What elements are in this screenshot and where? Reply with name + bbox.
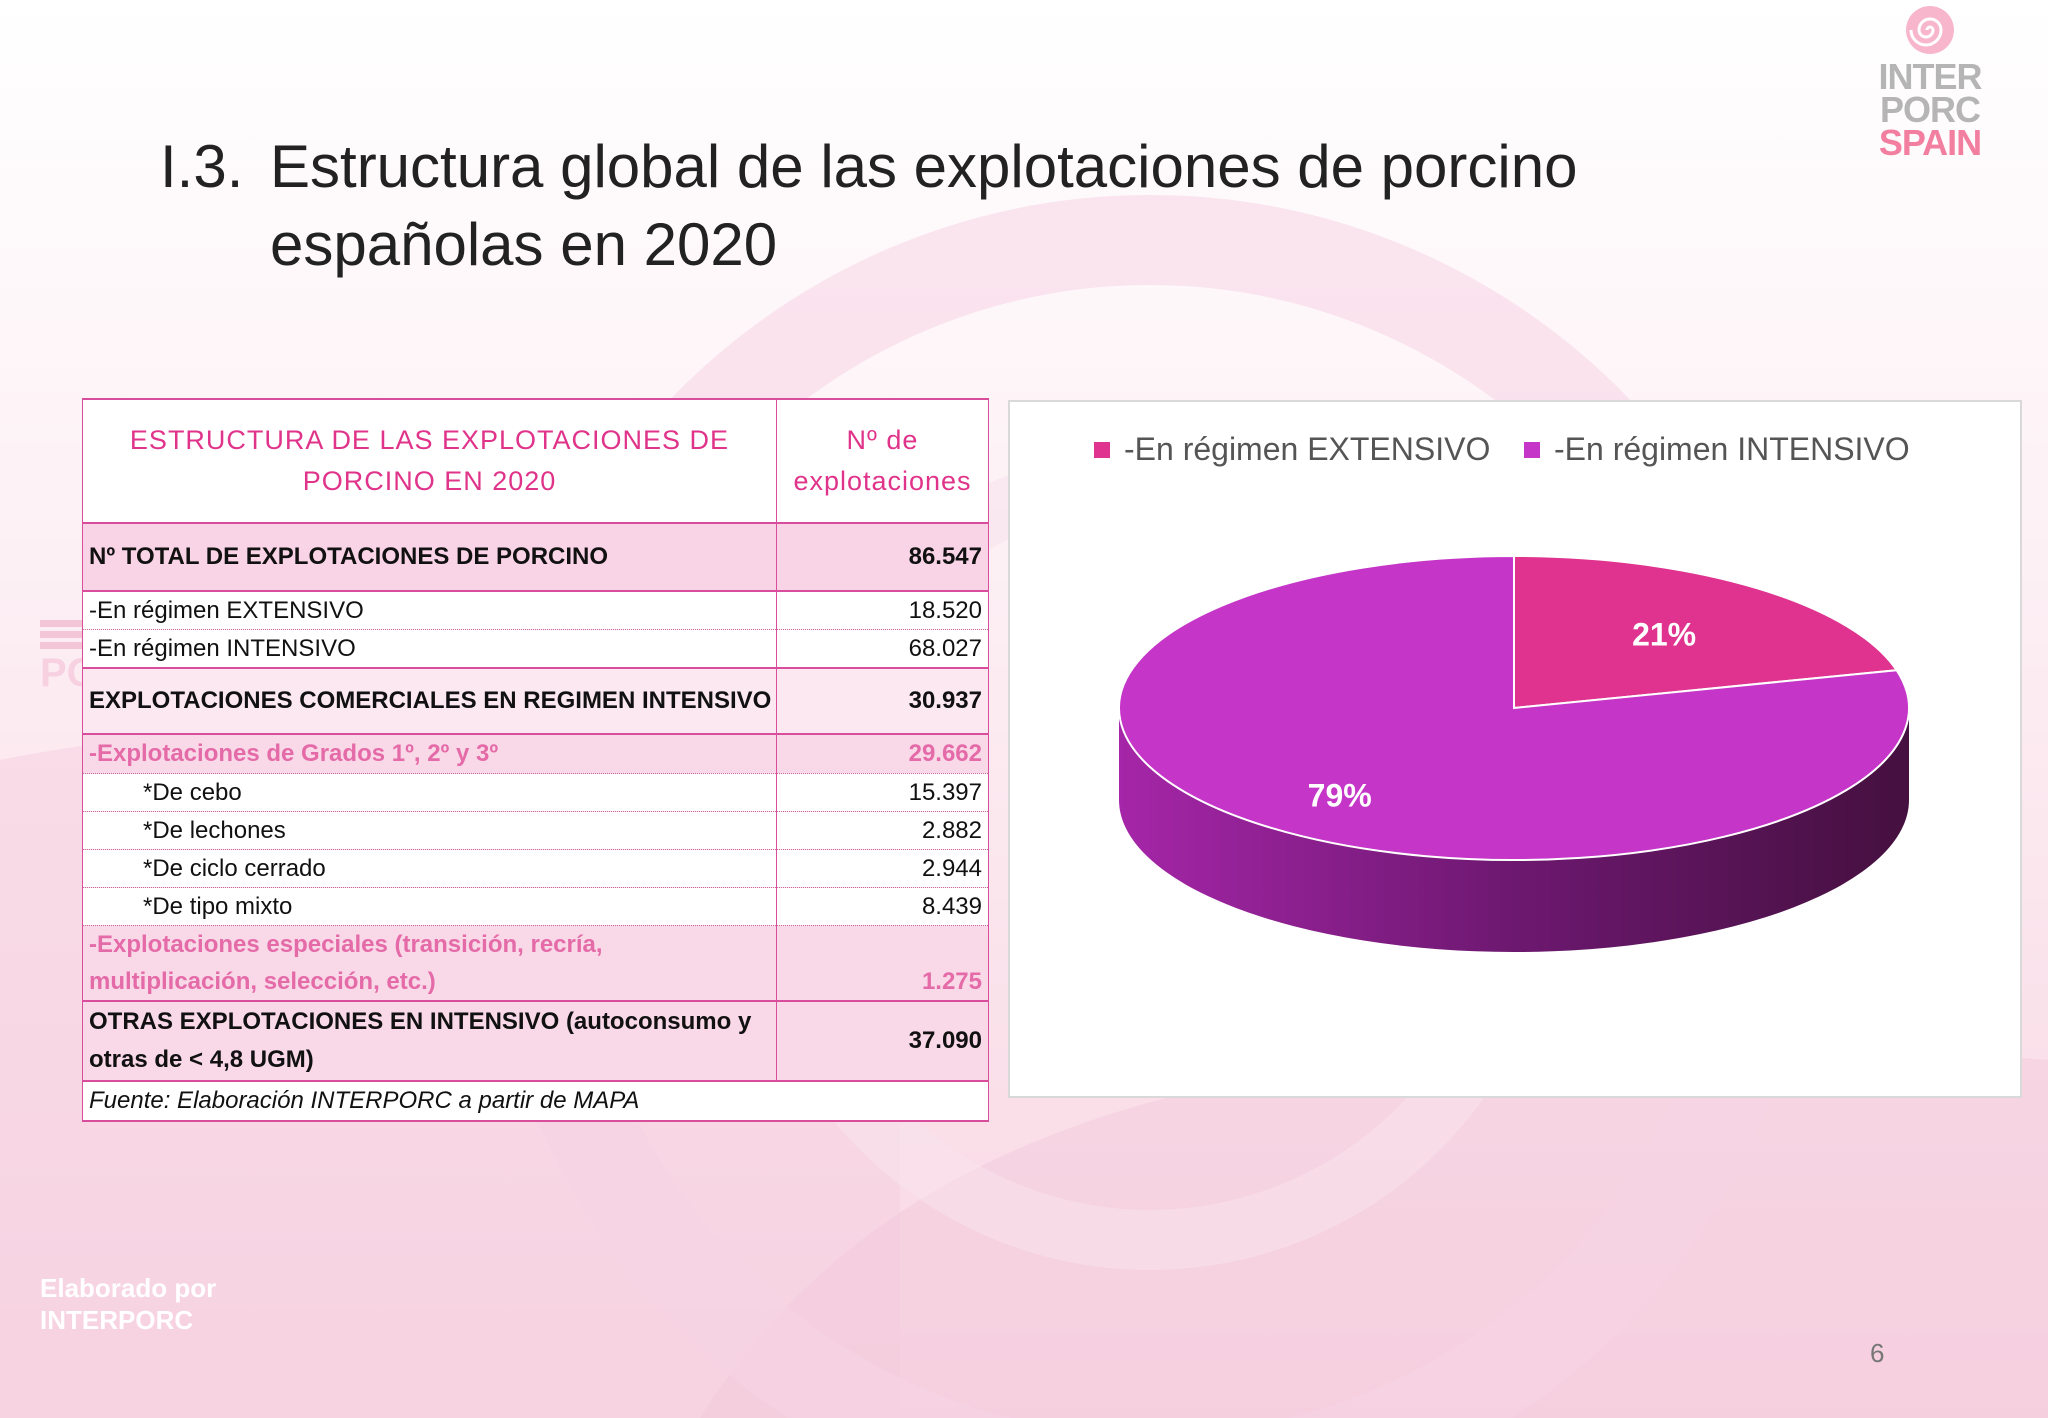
row-value: 2.882 xyxy=(776,811,989,850)
legend-item: -En régimen EXTENSIVO xyxy=(1094,431,1490,467)
table-row: -Explotaciones de Grados 1º, 2º y 3º 29.… xyxy=(82,734,989,774)
pie-data-label: 79% xyxy=(1308,777,1372,813)
row-value: 1.275 xyxy=(776,925,989,1002)
logo-word-porc: PORC xyxy=(1879,89,1981,130)
row-label: Nº TOTAL DE EXPLOTACIONES DE PORCINO xyxy=(82,522,777,592)
table-row: OTRAS EXPLOTACIONES EN INTENSIVO (autoco… xyxy=(82,1001,989,1082)
legend-swatch xyxy=(1524,442,1540,458)
row-label: *De cebo xyxy=(82,773,777,812)
table-row: *De tipo mixto 8.439 xyxy=(82,887,989,926)
spiral-icon xyxy=(1906,6,1954,54)
row-value: 8.439 xyxy=(776,887,989,926)
table-row: *De lechones 2.882 xyxy=(82,811,989,850)
table-row: *De ciclo cerrado 2.944 xyxy=(82,849,989,888)
legend-swatch xyxy=(1094,442,1110,458)
legend-item: -En régimen INTENSIVO xyxy=(1524,431,1910,467)
footer-line-1: Elaborado por xyxy=(40,1273,217,1303)
row-label: OTRAS EXPLOTACIONES EN INTENSIVO (autoco… xyxy=(82,1001,777,1082)
header-value: Nº de explotaciones xyxy=(776,398,989,524)
table-source: Fuente: Elaboración INTERPORC a partir d… xyxy=(82,1081,989,1122)
header-label: ESTRUCTURA DE LAS EXPLOTACIONES DE PORCI… xyxy=(82,398,777,524)
table-source-row: Fuente: Elaboración INTERPORC a partir d… xyxy=(82,1081,989,1122)
pie-slice xyxy=(1513,554,1899,710)
row-label: -En régimen INTENSIVO xyxy=(82,629,777,669)
logo-word-spain: SPAIN xyxy=(1878,122,1982,163)
title-line-1: Estructura global de las explotaciones d… xyxy=(270,133,1578,200)
table-row: -En régimen INTENSIVO 68.027 xyxy=(82,629,989,669)
table-row: Nº TOTAL DE EXPLOTACIONES DE PORCINO 86.… xyxy=(82,522,989,592)
footer-credit: Elaborado por INTERPORC xyxy=(40,1272,216,1336)
row-label: *De tipo mixto xyxy=(82,887,777,926)
row-value: 18.520 xyxy=(776,591,989,630)
title-line-2: españolas en 2020 xyxy=(270,211,778,278)
row-value: 30.937 xyxy=(776,668,989,735)
table-row: *De cebo 15.397 xyxy=(82,773,989,812)
row-label: EXPLOTACIONES COMERCIALES EN REGIMEN INT… xyxy=(82,668,777,735)
slide-title: I.3. Estructura global de las explotacion… xyxy=(160,128,1800,284)
pie-side-wall xyxy=(1119,708,1909,952)
row-value: 2.944 xyxy=(776,849,989,888)
row-value: 29.662 xyxy=(776,734,989,774)
table-row: -En régimen EXTENSIVO 18.520 xyxy=(82,591,989,630)
interporc-logo: INTER PORC SPAIN xyxy=(1850,0,2010,170)
logo-word-inter: INTER xyxy=(1878,56,1983,97)
footer-line-2: INTERPORC xyxy=(40,1305,194,1335)
row-label: -En régimen EXTENSIVO xyxy=(82,591,777,630)
row-label: *De lechones xyxy=(82,811,777,850)
row-value: 86.547 xyxy=(776,522,989,592)
farm-structure-table: ESTRUCTURA DE LAS EXPLOTACIONES DE PORCI… xyxy=(82,398,989,1128)
row-value: 15.397 xyxy=(776,773,989,812)
table-row: EXPLOTACIONES COMERCIALES EN REGIMEN INT… xyxy=(82,668,989,735)
page-number: 6 xyxy=(1870,1338,1885,1368)
pie-slice xyxy=(1118,554,1910,861)
table-row: -Explotaciones especiales (transición, r… xyxy=(82,925,989,1002)
legend-label: -En régimen INTENSIVO xyxy=(1554,431,1910,467)
row-label: -Explotaciones de Grados 1º, 2º y 3º xyxy=(82,734,777,774)
legend-label: -En régimen EXTENSIVO xyxy=(1124,431,1490,467)
table-header-row: ESTRUCTURA DE LAS EXPLOTACIONES DE PORCI… xyxy=(82,398,989,524)
title-number: I.3. xyxy=(160,133,244,200)
pie-data-label: 21% xyxy=(1632,617,1696,653)
pie-chart-svg: -En régimen EXTENSIVO -En régimen INTENSI… xyxy=(1094,431,1910,952)
pie-chart: -En régimen EXTENSIVO -En régimen INTENSI… xyxy=(1008,400,2022,1098)
row-label: -Explotaciones especiales (transición, r… xyxy=(82,925,777,1002)
row-label: *De ciclo cerrado xyxy=(82,849,777,888)
row-value: 37.090 xyxy=(776,1001,989,1082)
row-value: 68.027 xyxy=(776,629,989,669)
